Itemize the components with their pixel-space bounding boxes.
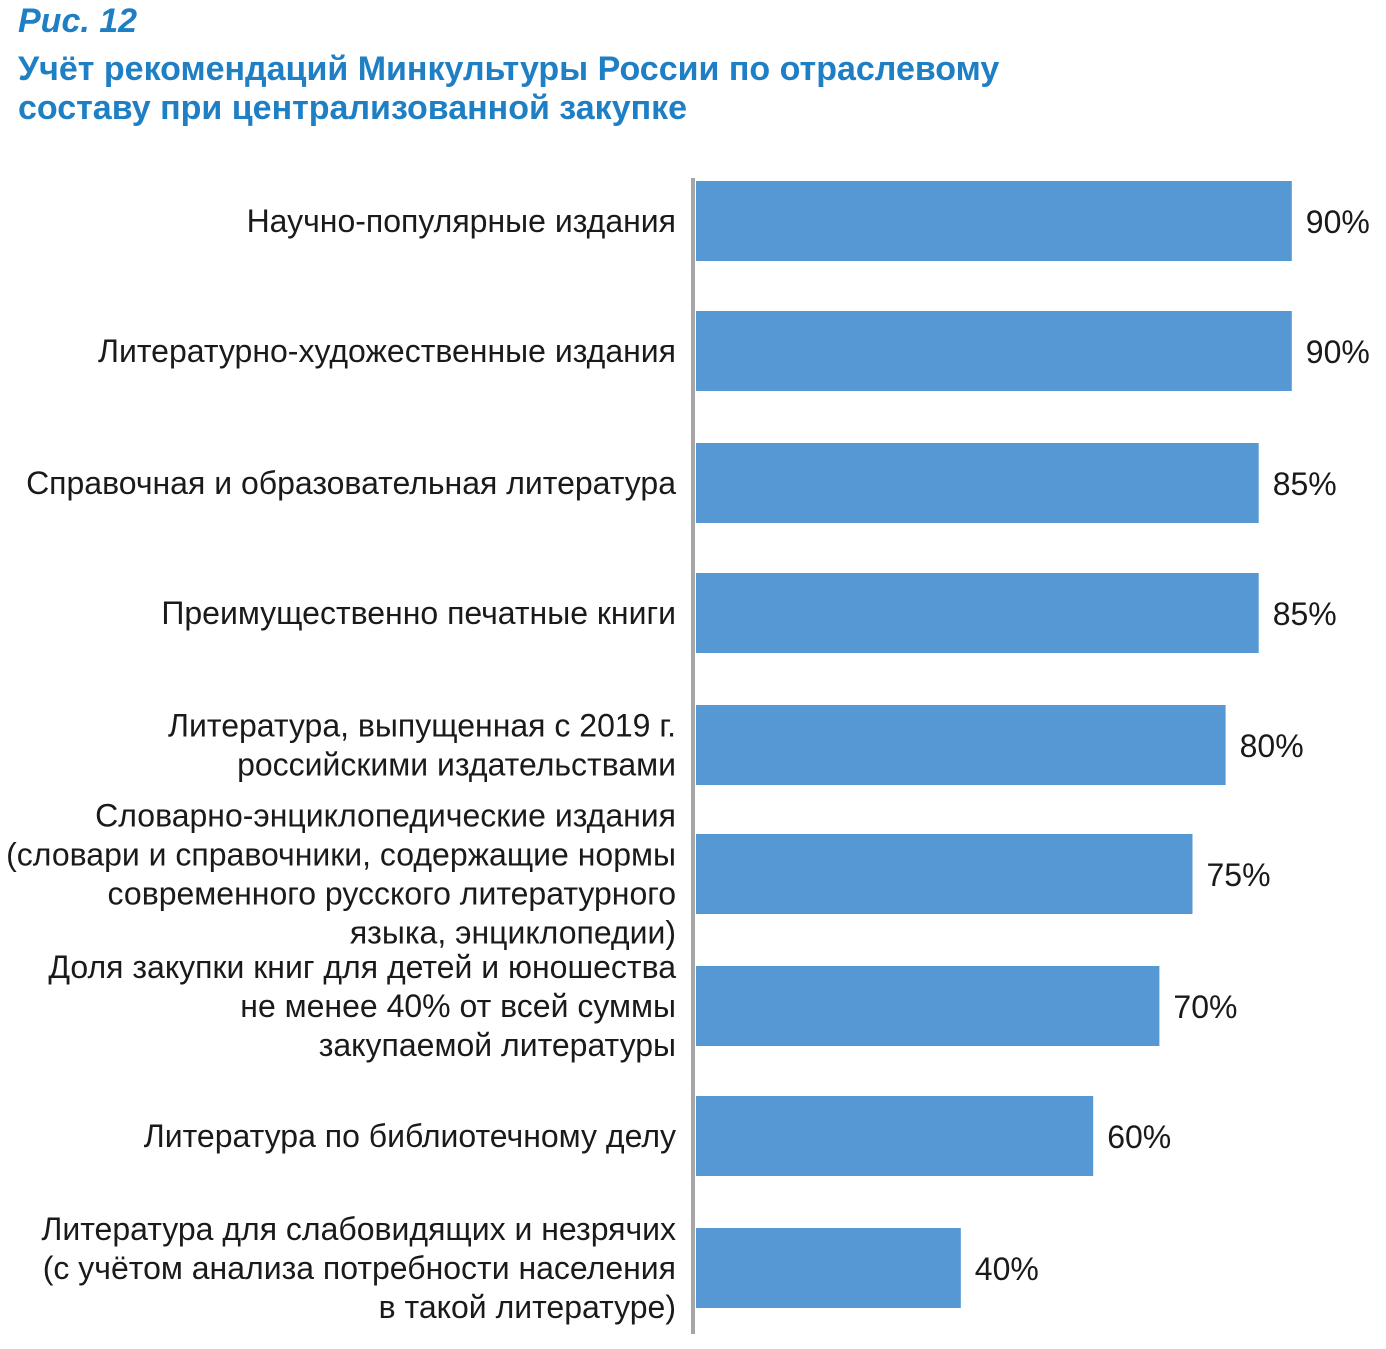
data-label: 85% <box>1273 596 1337 632</box>
bar <box>696 311 1292 391</box>
data-label: 75% <box>1207 857 1271 893</box>
category-label: Литература для слабовидящих и незрячих <box>41 1211 676 1247</box>
category-label: закупаемой литературы <box>319 1027 676 1063</box>
data-label: 85% <box>1273 466 1337 502</box>
bar <box>696 705 1226 785</box>
category-label: Литература, выпущенная с 2019 г. <box>168 708 676 744</box>
data-label: 80% <box>1240 728 1304 764</box>
category-label: Литературно-художественные издания <box>98 333 676 369</box>
category-label: Справочная и образовательная литература <box>26 465 676 501</box>
data-label: 60% <box>1107 1119 1171 1155</box>
category-label: не менее 40% от всей суммы <box>240 988 676 1024</box>
data-label: 70% <box>1173 989 1237 1025</box>
category-label: современного русского литературного <box>108 876 676 912</box>
category-label: (словари и справочники, содержащие нормы <box>6 837 676 873</box>
bar <box>696 966 1160 1046</box>
category-label: Доля закупки книг для детей и юношества <box>48 949 676 985</box>
bar <box>696 1228 961 1308</box>
chart-title-line-1: Учёт рекомендаций Минкультуры России по … <box>18 50 1000 88</box>
chart-title-line-2: составу при централизованной закупке <box>18 89 688 127</box>
category-label: (с учётом анализа потребности населения <box>43 1250 676 1286</box>
bar <box>696 834 1193 914</box>
data-label: 90% <box>1306 204 1370 240</box>
bar <box>696 443 1259 523</box>
bar <box>696 181 1292 261</box>
category-label: Литература по библиотечному делу <box>144 1118 676 1154</box>
bar <box>696 573 1259 653</box>
data-label: 40% <box>975 1251 1039 1287</box>
category-label: в такой литературе) <box>379 1289 676 1325</box>
category-label: языка, энциклопедии) <box>350 915 676 951</box>
category-label: Преимущественно печатные книги <box>161 595 676 631</box>
category-label: Словарно-энциклопедические издания <box>95 798 676 834</box>
category-label: Научно-популярные издания <box>247 203 676 239</box>
figure-label: Рис. 12 <box>18 2 138 40</box>
chart-title: Учёт рекомендаций Минкультуры России по … <box>18 50 1218 128</box>
category-label: российскими издательствами <box>237 747 676 783</box>
bar <box>696 1096 1094 1176</box>
data-label: 90% <box>1306 334 1370 370</box>
